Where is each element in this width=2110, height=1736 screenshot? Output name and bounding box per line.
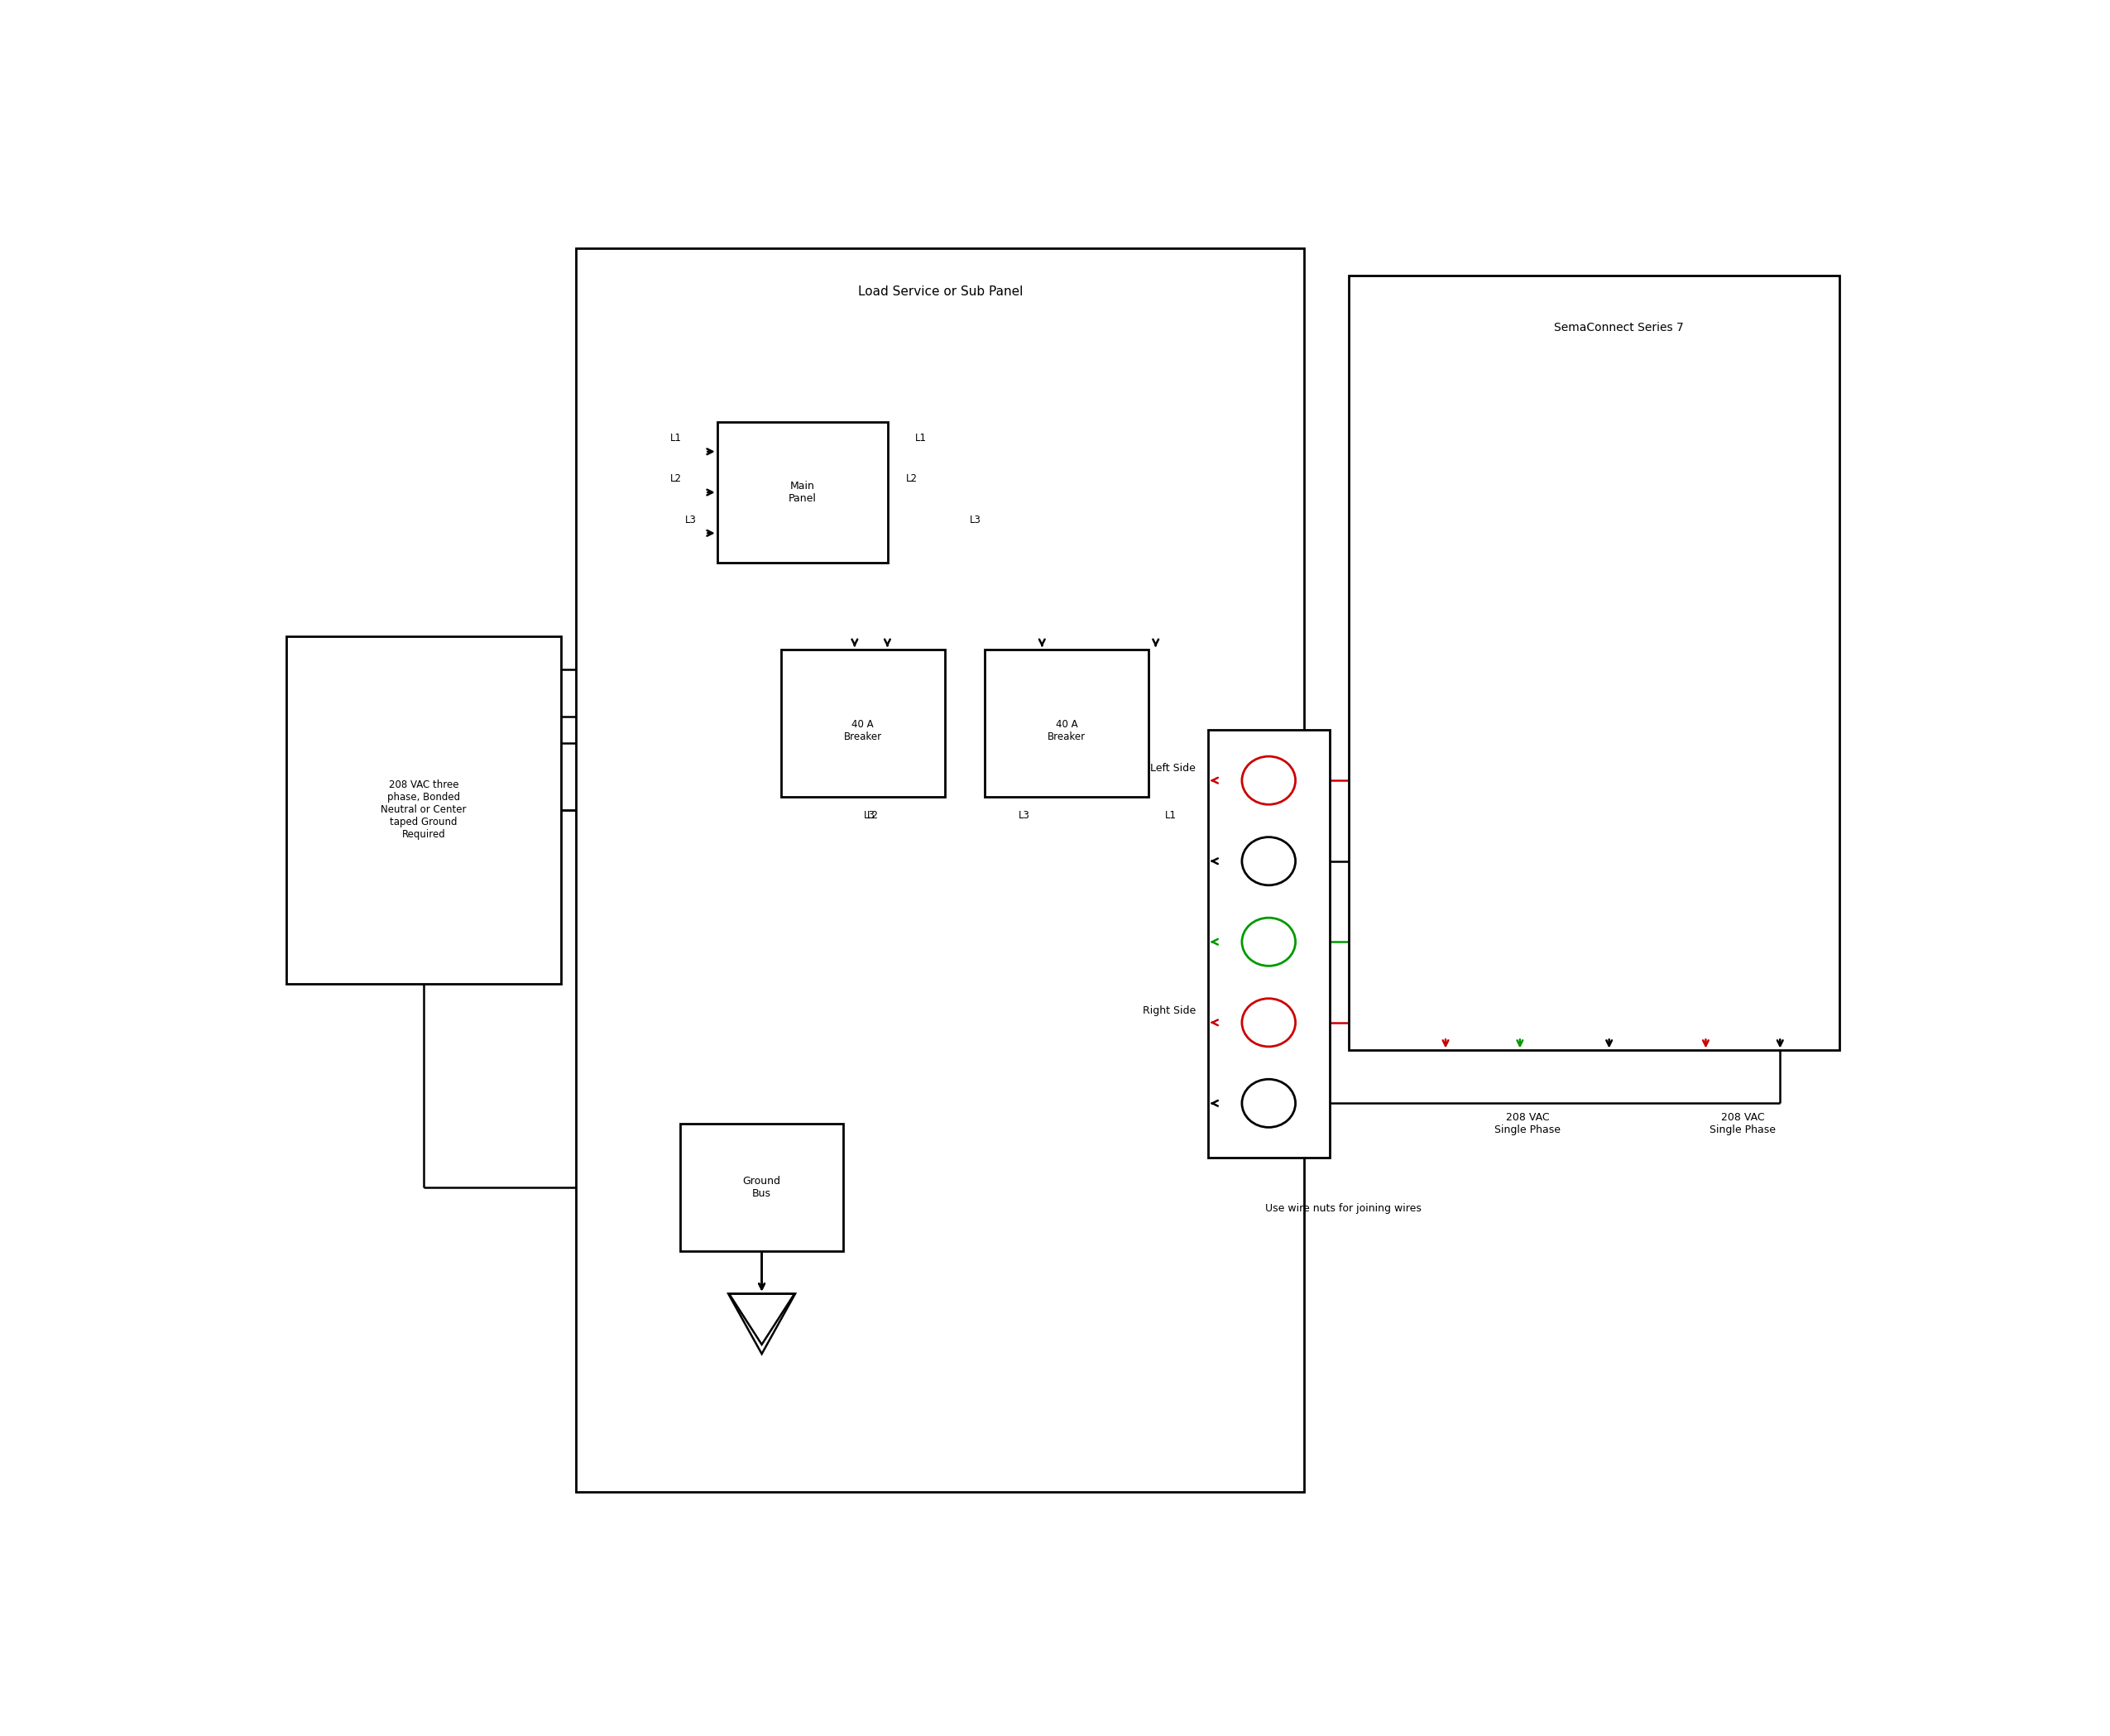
Text: L1: L1 xyxy=(1165,809,1177,821)
Text: L1: L1 xyxy=(669,432,682,444)
Text: Right Side: Right Side xyxy=(1144,1005,1196,1016)
Circle shape xyxy=(1243,998,1296,1047)
Text: L2: L2 xyxy=(867,809,878,821)
Text: L3: L3 xyxy=(1019,809,1030,821)
Circle shape xyxy=(1243,757,1296,804)
Bar xyxy=(576,248,1304,1491)
Text: Main
Panel: Main Panel xyxy=(789,481,817,503)
Text: Load Service or Sub Panel: Load Service or Sub Panel xyxy=(857,286,1023,299)
Bar xyxy=(287,635,561,984)
Bar xyxy=(1348,274,1840,1050)
Text: 40 A
Breaker: 40 A Breaker xyxy=(844,719,882,743)
Text: Left Side: Left Side xyxy=(1150,764,1196,774)
Text: L2: L2 xyxy=(669,474,682,484)
Circle shape xyxy=(1243,837,1296,885)
Bar xyxy=(781,649,945,797)
Text: SemaConnect Series 7: SemaConnect Series 7 xyxy=(1553,321,1684,333)
Text: L3: L3 xyxy=(971,514,981,526)
Text: Use wire nuts for joining wires: Use wire nuts for joining wires xyxy=(1264,1203,1422,1213)
Bar xyxy=(679,1123,844,1252)
Text: 40 A
Breaker: 40 A Breaker xyxy=(1047,719,1085,743)
Text: L3: L3 xyxy=(863,809,876,821)
Text: Ground
Bus: Ground Bus xyxy=(743,1175,781,1200)
Text: L3: L3 xyxy=(684,514,696,526)
Text: 208 VAC three
phase, Bonded
Neutral or Center
taped Ground
Required: 208 VAC three phase, Bonded Neutral or C… xyxy=(380,779,466,840)
Bar xyxy=(985,649,1148,797)
Circle shape xyxy=(1243,1080,1296,1127)
Bar xyxy=(717,422,888,562)
Bar xyxy=(1207,729,1329,1158)
Text: L1: L1 xyxy=(916,432,926,444)
Text: 208 VAC
Single Phase: 208 VAC Single Phase xyxy=(1494,1113,1561,1135)
Circle shape xyxy=(1243,918,1296,965)
Text: 208 VAC
Single Phase: 208 VAC Single Phase xyxy=(1709,1113,1777,1135)
Text: L2: L2 xyxy=(905,474,918,484)
